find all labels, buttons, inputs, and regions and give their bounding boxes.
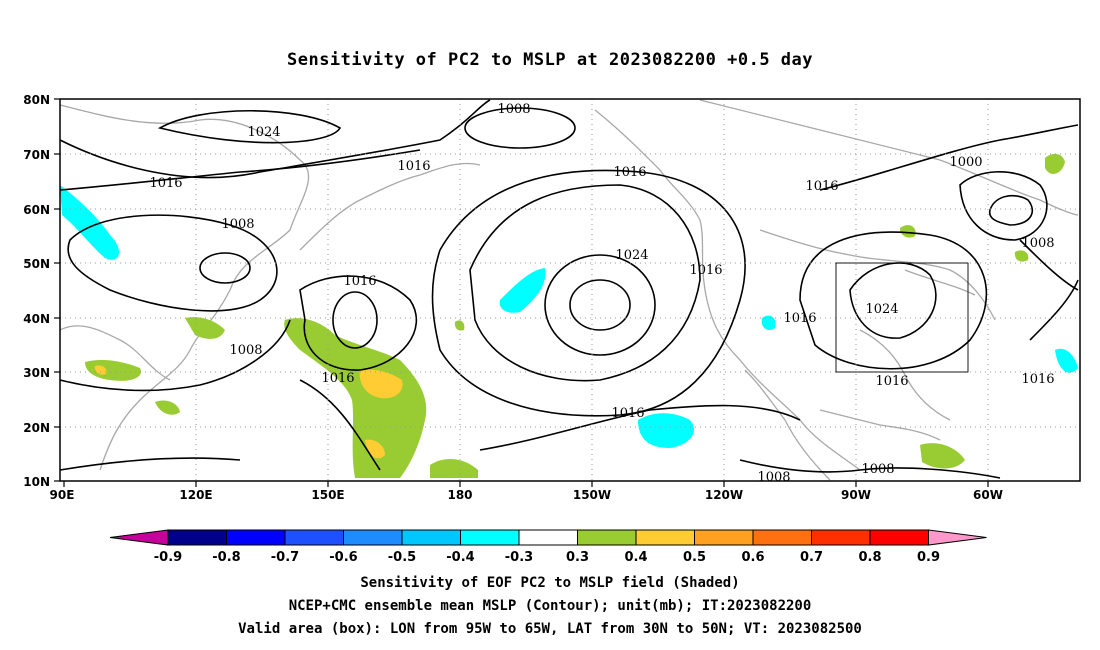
contour-label: 1016 bbox=[783, 311, 816, 326]
colorbar-cell bbox=[343, 529, 403, 546]
longitude-labels: 90E 120E 150E 180 150W 120W 90W 60W bbox=[50, 488, 1003, 502]
contour-label: 1016 bbox=[343, 274, 376, 289]
colorbar-cell bbox=[167, 529, 227, 546]
lon-label: 90W bbox=[841, 488, 871, 502]
contour-label: 1024 bbox=[615, 248, 648, 263]
lat-label: 30N bbox=[23, 366, 50, 380]
contour-label: 1016 bbox=[689, 263, 722, 278]
colorbar-cell bbox=[869, 529, 929, 546]
contour-labels: 1008 1024 1016 1016 1016 1016 1000 1008 … bbox=[149, 102, 1054, 485]
contour-label: 1000 bbox=[949, 155, 982, 170]
colorbar-tick-label: -0.5 bbox=[388, 550, 416, 565]
colorbar-tick-label: 0.5 bbox=[683, 550, 706, 565]
lon-label: 180 bbox=[447, 488, 472, 502]
contour-label: 1008 bbox=[757, 470, 790, 485]
colorbar-cell bbox=[694, 529, 754, 546]
colorbar-cell bbox=[401, 529, 461, 546]
colorbar-tick-label: -0.6 bbox=[329, 550, 357, 565]
map-title: Sensitivity of PC2 to MSLP at 2023082200… bbox=[286, 50, 813, 70]
valid-area-box bbox=[835, 262, 969, 373]
colorbar-tick-label: 0.6 bbox=[741, 550, 764, 565]
lat-label: 60N bbox=[23, 203, 50, 217]
contour-label: 1008 bbox=[497, 102, 530, 117]
colorbar: -0.9 -0.8 -0.7 -0.6 -0.5 -0.4 -0.3 0.3 0.4 0.5 0.6… bbox=[109, 529, 987, 565]
contour-label: 1016 bbox=[321, 371, 354, 386]
lat-label: 40N bbox=[23, 312, 50, 326]
contour-label: 1008 bbox=[1021, 236, 1054, 251]
axis-ticks bbox=[54, 98, 989, 487]
map-figure: 1008 1024 1016 1016 1016 1016 1000 1008 … bbox=[23, 93, 1081, 565]
contour-label: 1016 bbox=[1021, 372, 1054, 387]
colorbar-tick-label: 0.8 bbox=[858, 550, 881, 565]
colorbar-cell bbox=[577, 529, 637, 546]
colorbar-tick-label: -0.9 bbox=[154, 550, 182, 565]
coastlines bbox=[59, 99, 1079, 481]
colorbar-tick-label: 0.7 bbox=[800, 550, 823, 565]
contour-label: 1016 bbox=[611, 406, 644, 421]
colorbar-cell bbox=[752, 529, 812, 546]
colorbar-cell bbox=[226, 529, 286, 546]
colorbar-tick-label: -0.8 bbox=[212, 550, 240, 565]
lat-label: 10N bbox=[23, 475, 50, 489]
contour-label: 1016 bbox=[875, 374, 908, 389]
lon-label: 120W bbox=[705, 488, 743, 502]
contour-label: 1016 bbox=[805, 179, 838, 194]
lon-label: 90E bbox=[50, 488, 75, 502]
colorbar-cell bbox=[811, 529, 871, 546]
contour-label: 1008 bbox=[861, 462, 894, 477]
contour-label: 1016 bbox=[397, 159, 430, 174]
map-frame bbox=[59, 98, 1081, 482]
lon-label: 60W bbox=[973, 488, 1003, 502]
contour-label: 1016 bbox=[149, 176, 182, 191]
lat-label: 20N bbox=[23, 421, 50, 435]
colorbar-tick-label: 0.4 bbox=[624, 550, 647, 565]
lon-label: 150E bbox=[311, 488, 344, 502]
lon-label: 150W bbox=[573, 488, 611, 502]
contour-label: 1008 bbox=[229, 343, 262, 358]
colorbar-cell bbox=[284, 529, 344, 546]
lon-label: 120E bbox=[179, 488, 212, 502]
colorbar-tick-label: -0.4 bbox=[446, 550, 474, 565]
colorbar-cell bbox=[460, 529, 520, 546]
lat-label: 70N bbox=[23, 148, 50, 162]
colorbar-tick-label: -0.7 bbox=[271, 550, 299, 565]
colorbar-high-end bbox=[928, 529, 987, 546]
colorbar-cell bbox=[518, 529, 578, 546]
contour-label: 1024 bbox=[865, 302, 898, 317]
latitude-labels: 80N 70N 60N 50N 40N 30N 20N 10N bbox=[23, 93, 50, 489]
contour-label: 1008 bbox=[221, 217, 254, 232]
colorbar-low-end bbox=[109, 529, 169, 546]
contour-label: 1016 bbox=[613, 165, 646, 180]
colorbar-tick-label: 0.9 bbox=[917, 550, 940, 565]
lat-label: 80N bbox=[23, 93, 50, 107]
colorbar-tick-label: 0.3 bbox=[566, 550, 589, 565]
caption-valid-area: Valid area (box): LON from 95W to 65W, L… bbox=[238, 621, 862, 637]
contour-label: 1024 bbox=[247, 125, 280, 140]
lat-label: 50N bbox=[23, 257, 50, 271]
colorbar-cell bbox=[635, 529, 695, 546]
colorbar-tick-label: -0.3 bbox=[505, 550, 533, 565]
caption-shading: Sensitivity of EOF PC2 to MSLP field (Sh… bbox=[360, 575, 740, 591]
mslp-contours bbox=[59, 99, 1079, 479]
caption-contour: NCEP+CMC ensemble mean MSLP (Contour); u… bbox=[288, 598, 812, 614]
